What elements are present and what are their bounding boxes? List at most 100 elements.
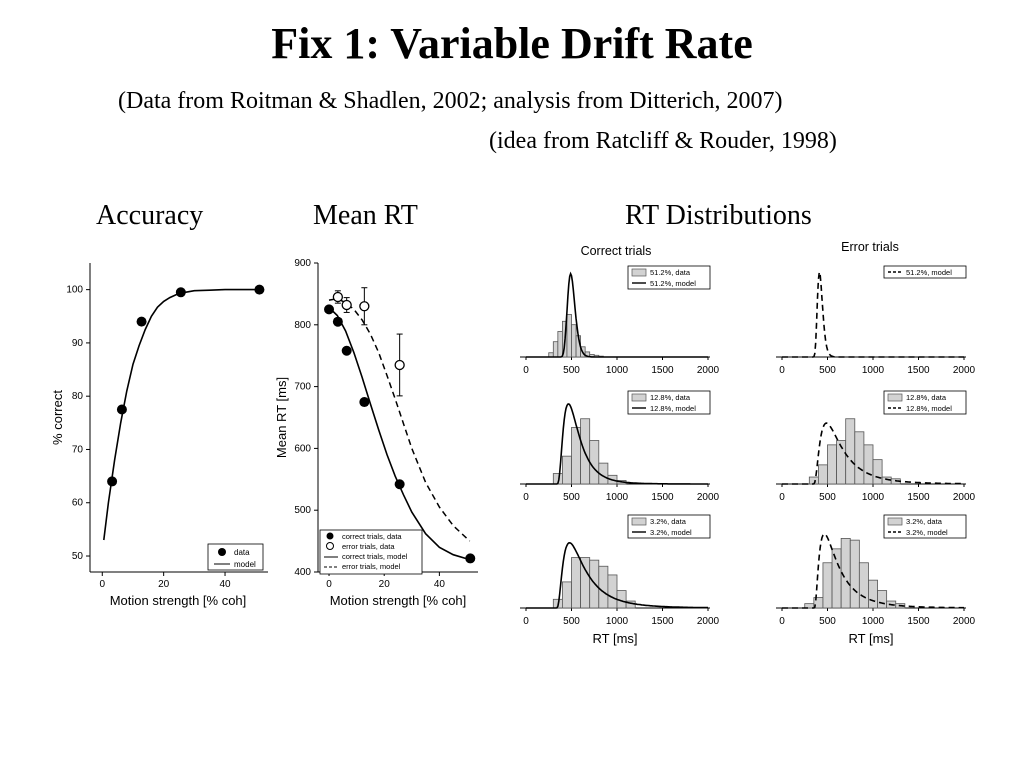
rtdist-histogram-bar (854, 431, 865, 485)
rtdist-legend-model: 3.2%, model (650, 528, 692, 537)
rtdist-legend-model: 51.2%, model (906, 268, 952, 277)
rtdist-legend-model: 12.8%, model (906, 404, 952, 413)
accuracy-model-curve (103, 288, 260, 541)
rtdist-x-tick-label: 1000 (606, 616, 629, 627)
meanrt-y-tick-label: 600 (294, 443, 311, 454)
rtdist-legend-data: 3.2%, data (650, 517, 687, 526)
rtdist-histogram-bar (571, 324, 577, 358)
section-label-rtdist: RT Distributions (625, 200, 812, 231)
rtdist-histogram-bar (872, 459, 883, 485)
rtdist-model-curve (782, 271, 964, 358)
accuracy-data-point (136, 316, 147, 327)
rtdist-x-tick-label: 0 (779, 492, 785, 503)
rtdist-x-tick-label: 500 (563, 616, 580, 627)
rtdist-histogram-bar (818, 464, 828, 485)
rtdist-legend-swatch (887, 517, 903, 526)
meanrt-y-tick-label: 400 (294, 567, 311, 578)
rtdist-histogram-bar (845, 418, 856, 485)
accuracy-legend-dot (218, 548, 226, 556)
rtdist-legend-box (883, 514, 967, 539)
accuracy-y-tick-label: 60 (72, 498, 84, 509)
rtdist-x-tick-label: 1500 (651, 616, 674, 627)
accuracy-y-tick-label: 90 (72, 338, 84, 349)
accuracy-x-tick-label: 20 (158, 579, 170, 590)
accuracy-y-tick-label: 80 (72, 391, 84, 402)
rtdist-x-tick-label: 1000 (862, 492, 885, 503)
rtdist-x-tick-label: 1500 (907, 365, 930, 376)
meanrt-correct-data-point (394, 479, 405, 490)
meanrt-x-tick-label: 40 (434, 579, 446, 590)
meanrt-x-tick-label: 20 (379, 579, 391, 590)
rtdist-histogram-bar (562, 581, 572, 609)
rtdist-histogram-bar (552, 341, 559, 358)
meanrt-legend-error-data: error trials, data (342, 542, 395, 551)
rtdist-x-tick-label: 2000 (953, 492, 976, 503)
rtdist-legend-model: 12.8%, model (650, 404, 696, 413)
rtdist-histogram-bar (849, 539, 860, 609)
meanrt-error-data-point (359, 301, 370, 312)
rtdist-col-title: Correct trials (581, 244, 652, 258)
accuracy-legend-box (207, 543, 264, 571)
rtdist-col-title: Error trials (841, 240, 899, 254)
rtdist-model-curve (526, 271, 708, 358)
accuracy-data-point (175, 287, 186, 298)
meanrt-error-data-point (394, 359, 405, 371)
meanrt-y-tick-label: 700 (294, 382, 311, 393)
meanrt-x-axis-label: Motion strength [% coh] (330, 593, 467, 608)
rtdist-legend-data: 3.2%, data (906, 517, 943, 526)
rtdist-histogram-bar (589, 440, 600, 485)
rtdist-legend-model: 51.2%, model (650, 279, 696, 288)
rtdist-histogram-bar (827, 444, 838, 485)
rtdist-x-tick-label: 2000 (697, 492, 720, 503)
rtdist-x-tick-label: 1500 (651, 365, 674, 376)
meanrt-correct-data-point (359, 397, 370, 408)
rtdist-legend-data: 12.8%, data (906, 393, 947, 402)
accuracy-data-point (116, 404, 127, 415)
meanrt-legend-marker-correct-data (326, 532, 334, 540)
rtdist-legend-data: 51.2%, data (650, 268, 691, 277)
rtdist-x-tick-label: 500 (819, 492, 836, 503)
accuracy-legend-model: model (234, 560, 256, 569)
rtdist-legend-model: 3.2%, model (906, 528, 948, 537)
rtdist-x-tick-label: 0 (523, 365, 529, 376)
meanrt-legend-correct-model: correct trials, model (342, 552, 408, 561)
rtdist-histogram-bar (557, 331, 563, 358)
rtdist-histogram-bar (822, 562, 833, 609)
meanrt-correct-data-point (324, 304, 335, 315)
rtdist-x-tick-label: 1000 (862, 616, 885, 627)
rtdist-histogram-bar (858, 562, 869, 609)
rtdist-x-tick-label: 1000 (606, 492, 629, 503)
meanrt-y-tick-label: 900 (294, 258, 311, 269)
rtdist-legend-swatch (631, 268, 647, 277)
rtdist-histogram-bar (566, 314, 572, 358)
section-label-meanrt: Mean RT (313, 200, 418, 231)
meanrt-legend-correct-data: correct trials, data (342, 532, 402, 541)
meanrt-y-tick-label: 500 (294, 505, 311, 516)
meanrt-correct-data-point (341, 345, 352, 356)
rtdist-legend-box (627, 514, 711, 539)
rtdist-histogram-bar (831, 548, 842, 609)
rtdist-x-tick-label: 500 (563, 365, 580, 376)
meanrt-x-tick-label: 0 (326, 579, 332, 590)
meanrt-y-tick-label: 800 (294, 320, 311, 331)
rtdist-legend-swatch (887, 393, 903, 402)
accuracy-y-tick-label: 100 (66, 285, 83, 296)
slide-subtitle: (Data from Roitman & Shadlen, 2002; anal… (118, 88, 783, 114)
slide-title: Fix 1: Variable Drift Rate (271, 19, 753, 68)
rtdist-x-tick-label: 1500 (907, 616, 930, 627)
rtdist-x-tick-label: 2000 (697, 365, 720, 376)
rtdist-histogram-bar (863, 444, 874, 485)
rtdist-legend-box (883, 390, 967, 415)
rtdist-model-curve (782, 422, 964, 485)
rtdist-histogram-bar (598, 565, 609, 609)
rtdist-x-tick-label: 2000 (697, 616, 720, 627)
meanrt-correct-data-point (465, 553, 476, 564)
section-label-accuracy: Accuracy (96, 200, 204, 231)
accuracy-y-tick-label: 50 (72, 551, 84, 562)
rtdist-x-tick-label: 0 (779, 365, 785, 376)
meanrt-error-data-point (332, 291, 344, 303)
meanrt-y-axis-label: Mean RT [ms] (274, 377, 289, 458)
rtdist-x-tick-label: 0 (523, 492, 529, 503)
accuracy-legend-data: data (234, 548, 250, 557)
rtdist-x-tick-label: 1000 (606, 365, 629, 376)
